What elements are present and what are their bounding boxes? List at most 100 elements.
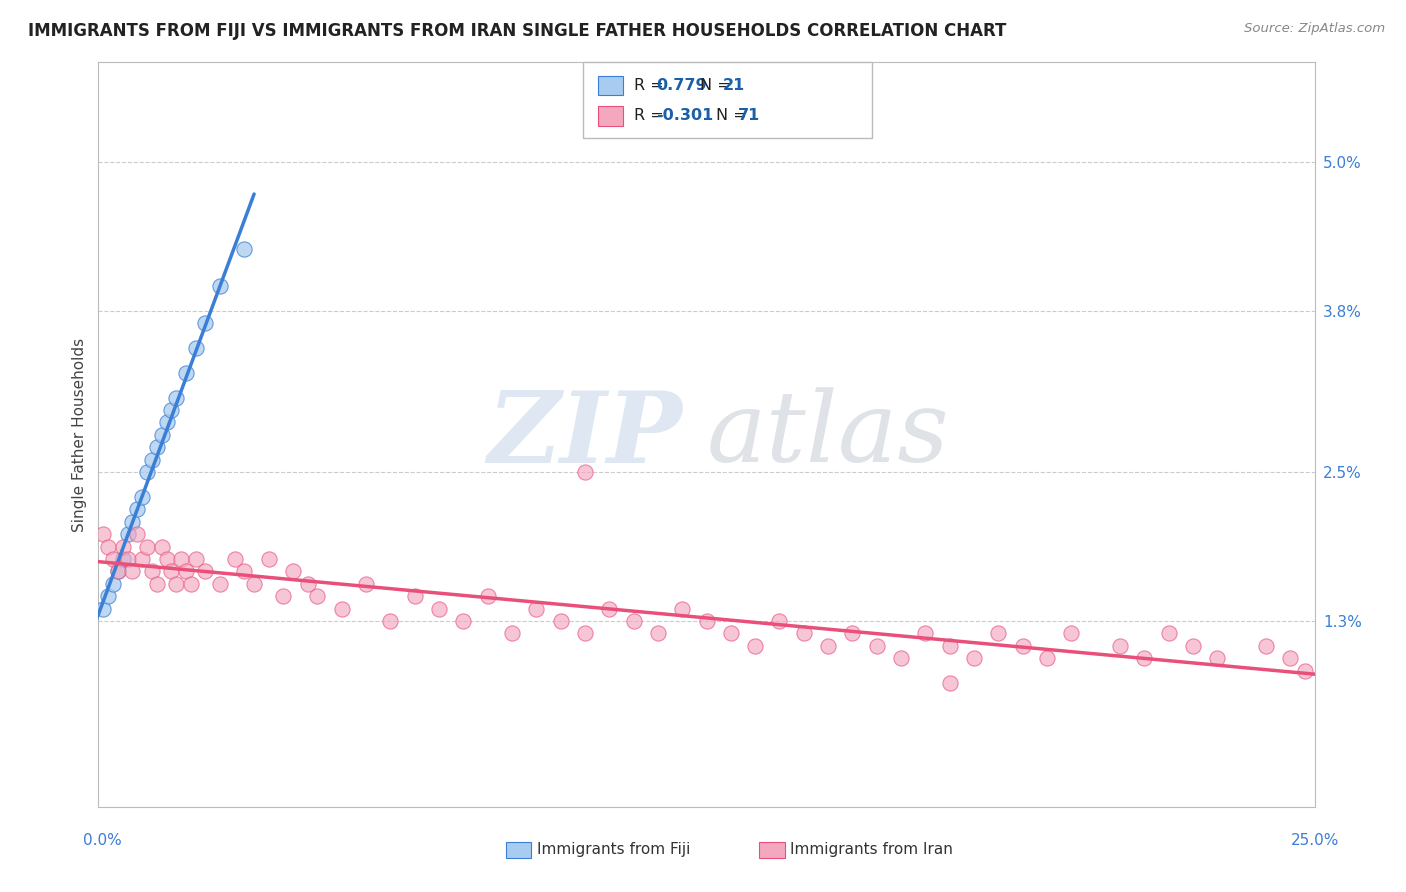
Point: [131, 552, 153, 566]
Point: [354, 577, 377, 591]
Point: [1060, 626, 1083, 640]
Point: [574, 465, 596, 479]
Point: [477, 589, 499, 603]
Point: [817, 639, 839, 653]
Point: [174, 565, 197, 579]
Point: [150, 428, 173, 442]
Point: [233, 565, 256, 579]
Point: [243, 577, 266, 591]
Point: [160, 565, 183, 579]
Point: [97, 540, 120, 554]
Point: [155, 552, 177, 566]
Point: [427, 601, 450, 615]
Point: [131, 490, 153, 504]
Text: 0.0%: 0.0%: [83, 833, 122, 847]
Point: [793, 626, 815, 640]
Text: Immigrants from Fiji: Immigrants from Fiji: [537, 842, 690, 856]
Point: [209, 278, 232, 293]
Point: [297, 577, 319, 591]
Point: [550, 614, 572, 628]
Text: 25.0%: 25.0%: [1291, 833, 1339, 847]
Text: -0.301: -0.301: [657, 109, 714, 123]
Point: [866, 639, 889, 653]
Point: [184, 341, 207, 355]
Point: [146, 577, 169, 591]
Point: [271, 589, 294, 603]
Point: [914, 626, 936, 640]
Point: [1133, 651, 1156, 665]
Point: [107, 565, 129, 579]
Point: [598, 601, 620, 615]
Text: R =: R =: [634, 109, 669, 123]
Point: [841, 626, 863, 640]
Point: [1157, 626, 1180, 640]
Point: [91, 601, 114, 615]
Point: [1036, 651, 1059, 665]
Point: [1279, 651, 1302, 665]
Point: [307, 589, 329, 603]
Point: [720, 626, 742, 640]
Point: [117, 527, 139, 541]
Point: [111, 540, 134, 554]
Text: N =: N =: [716, 109, 752, 123]
Point: [501, 626, 523, 640]
Point: [1206, 651, 1229, 665]
Text: atlas: atlas: [707, 387, 949, 483]
Point: [160, 403, 183, 417]
Point: [127, 527, 149, 541]
Text: Immigrants from Iran: Immigrants from Iran: [790, 842, 953, 856]
Point: [1294, 664, 1316, 678]
Point: [101, 577, 124, 591]
Point: [224, 552, 246, 566]
Point: [330, 601, 353, 615]
Text: 21: 21: [723, 78, 745, 93]
Point: [404, 589, 426, 603]
Point: [257, 552, 280, 566]
Point: [180, 577, 202, 591]
Point: [696, 614, 718, 628]
Point: [574, 626, 596, 640]
Point: [1109, 639, 1132, 653]
Text: 71: 71: [738, 109, 761, 123]
Point: [141, 565, 163, 579]
Point: [744, 639, 766, 653]
Text: Source: ZipAtlas.com: Source: ZipAtlas.com: [1244, 22, 1385, 36]
Point: [281, 565, 304, 579]
Point: [1182, 639, 1205, 653]
Point: [647, 626, 669, 640]
Point: [165, 391, 187, 405]
Point: [111, 552, 134, 566]
Point: [91, 527, 114, 541]
Point: [209, 577, 232, 591]
Point: [97, 589, 120, 603]
Point: [194, 316, 217, 330]
Point: [165, 577, 187, 591]
Point: [380, 614, 402, 628]
Point: [768, 614, 790, 628]
Point: [963, 651, 986, 665]
Point: [1254, 639, 1277, 653]
Point: [987, 626, 1010, 640]
Point: [150, 540, 173, 554]
Point: [890, 651, 912, 665]
Text: IMMIGRANTS FROM FIJI VS IMMIGRANTS FROM IRAN SINGLE FATHER HOUSEHOLDS CORRELATIO: IMMIGRANTS FROM FIJI VS IMMIGRANTS FROM …: [28, 22, 1007, 40]
Point: [141, 452, 163, 467]
Point: [107, 565, 129, 579]
Point: [939, 639, 962, 653]
Text: N =: N =: [700, 78, 737, 93]
Text: 0.779: 0.779: [657, 78, 707, 93]
Text: R =: R =: [634, 78, 669, 93]
Point: [524, 601, 547, 615]
Point: [121, 565, 143, 579]
Point: [136, 465, 159, 479]
Point: [623, 614, 645, 628]
Point: [174, 366, 197, 380]
Point: [121, 515, 143, 529]
Point: [101, 552, 124, 566]
Point: [136, 540, 159, 554]
Point: [1011, 639, 1033, 653]
Point: [127, 502, 149, 516]
Text: ZIP: ZIP: [488, 386, 682, 483]
Point: [939, 676, 962, 690]
Point: [170, 552, 193, 566]
